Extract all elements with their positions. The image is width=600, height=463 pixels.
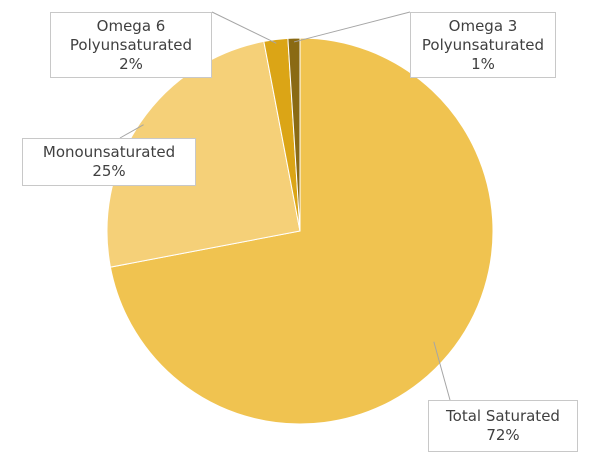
leader-line xyxy=(433,341,451,401)
category-label: Monounsaturated xyxy=(42,143,176,161)
category-label: Omega 6 Polyunsaturated xyxy=(69,16,193,54)
pie-slice xyxy=(109,37,494,425)
data-label: Omega 6 Polyunsaturated 2% xyxy=(50,12,212,78)
leader-line xyxy=(211,11,277,44)
data-label: Omega 3 Polyunsaturated 1% xyxy=(410,12,556,78)
leader-line xyxy=(119,124,144,139)
value-label: 2% xyxy=(119,54,143,73)
value-label: 1% xyxy=(471,54,495,73)
data-label: Total Saturated 72% xyxy=(428,400,578,452)
data-label: Monounsaturated 25% xyxy=(22,138,196,186)
category-label: Total Saturated xyxy=(446,407,560,425)
pie-slice xyxy=(106,40,301,268)
category-label: Omega 3 Polyunsaturated xyxy=(421,16,545,54)
leader-line xyxy=(293,11,411,43)
value-label: 72% xyxy=(486,426,520,444)
value-label: 25% xyxy=(92,162,126,180)
pie-slice xyxy=(287,37,301,232)
